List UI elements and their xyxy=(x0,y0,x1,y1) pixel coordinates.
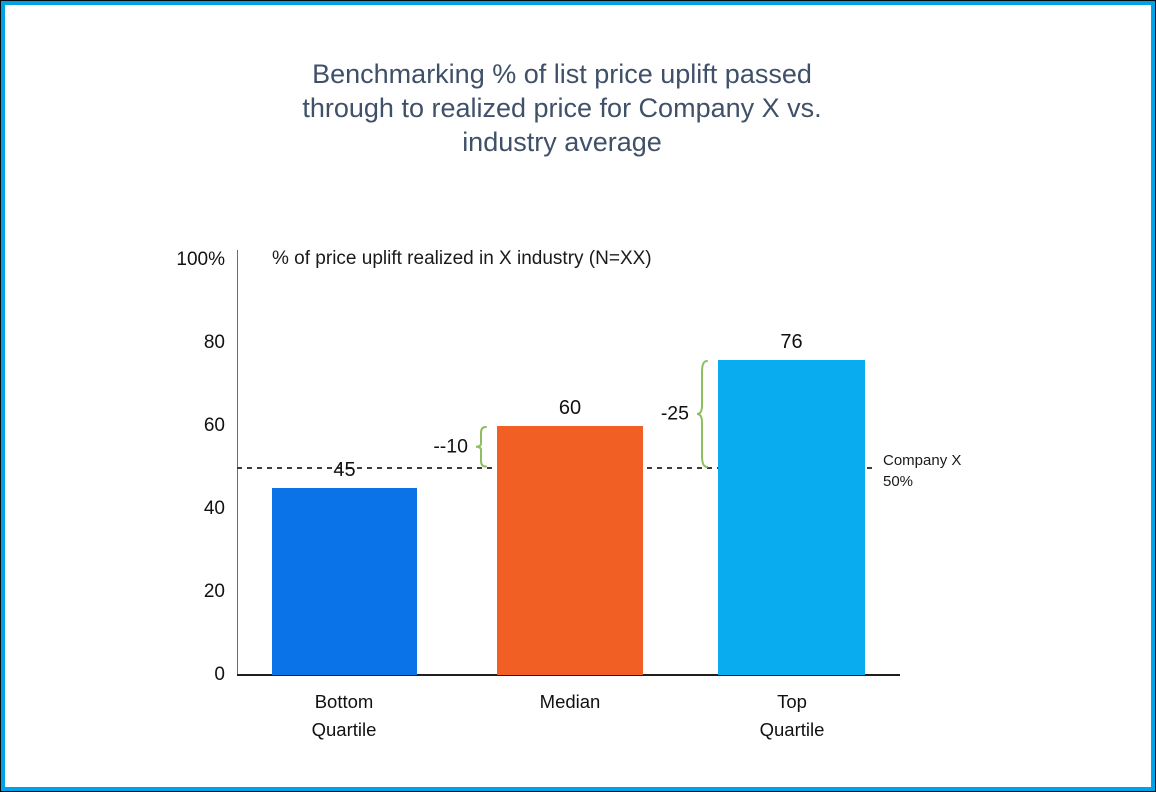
x-axis-line xyxy=(237,674,900,676)
y-tick-label: 0 xyxy=(214,664,225,685)
y-axis-tick-labels: 100% 80 60 40 20 0 xyxy=(5,249,225,685)
annotation-label: -25 xyxy=(660,402,689,425)
bar-value-label: 60 xyxy=(558,397,582,419)
plot-area: 45 60 76 xyxy=(237,260,900,675)
curly-brace-icon xyxy=(475,426,487,468)
y-tick-label: 100% xyxy=(176,249,225,270)
category-label-top-quartile: Top Quartile xyxy=(759,691,825,740)
y-axis-line xyxy=(237,250,238,675)
annotation-group: --10 xyxy=(433,426,487,468)
reference-line-label: Company X 50% xyxy=(883,452,962,490)
bar-bottom-quartile: 45 xyxy=(272,459,417,675)
chart-subtitle: % of price uplift realized in X industry… xyxy=(272,248,652,269)
y-tick-label: 80 xyxy=(203,332,225,353)
annotation-label: --10 xyxy=(433,435,468,458)
category-label-median: Median xyxy=(539,691,601,712)
x-axis-labels: Bottom Quartile Median Top Quartile xyxy=(237,688,900,748)
y-tick-label: 20 xyxy=(203,581,225,602)
bar-median: 60 xyxy=(497,397,643,675)
page-title: Benchmarking % of list price uplift pass… xyxy=(302,59,822,157)
bar-value-label: 45 xyxy=(333,459,356,482)
y-tick-label: 60 xyxy=(203,415,225,436)
bar-value-label: 76 xyxy=(780,330,803,353)
y-tick-label: 40 xyxy=(203,498,225,519)
annotation-group: -25 xyxy=(661,359,708,468)
category-label-bottom-quartile: Bottom Quartile xyxy=(311,691,377,740)
curly-brace-icon xyxy=(696,359,708,468)
bar-top-quartile: 76 xyxy=(718,331,865,675)
